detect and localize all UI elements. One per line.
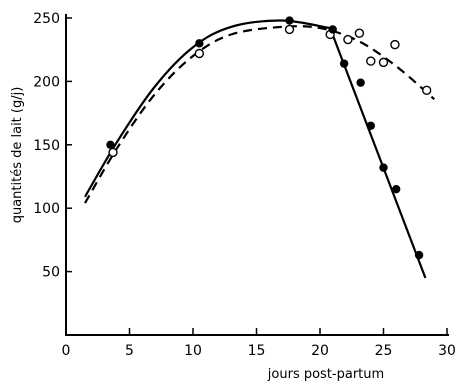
open-circle-point <box>378 57 389 68</box>
x-tick-label: 25 <box>375 343 393 359</box>
open-circle-point <box>194 48 205 59</box>
filled-circle-point <box>106 140 115 149</box>
open-circle-point <box>354 28 365 38</box>
filled-circle-point <box>195 39 204 48</box>
open-circle-point <box>108 147 118 158</box>
filled-circle-point <box>339 59 349 68</box>
filled-circle-point <box>366 121 375 130</box>
x-tick-label: 30 <box>438 343 456 359</box>
solid-fit-line-falling <box>329 27 427 279</box>
x-tick-label: 5 <box>125 343 134 359</box>
x-tick-label: 15 <box>248 343 266 359</box>
y-tick-label: 150 <box>33 138 60 154</box>
y-tick-label: 100 <box>33 201 60 217</box>
y-ticks: 50 100 150 200 250 <box>33 11 72 281</box>
y-tick-label: 200 <box>33 74 60 90</box>
filled-circle-point <box>392 184 401 194</box>
solid-fit-curve-rising <box>84 19 331 198</box>
filled-circle-point <box>285 16 294 25</box>
x-axis-label: jours post-partum <box>267 367 384 382</box>
y-tick-label: 50 <box>42 265 60 281</box>
fit-curves <box>84 19 436 279</box>
x-tick-label: 0 <box>62 343 71 359</box>
x-tick-label: 10 <box>184 343 202 359</box>
open-circle-point <box>390 39 400 50</box>
x-tick-label: 20 <box>311 343 329 359</box>
open-circle-point <box>343 34 353 45</box>
filled-circle-point <box>356 78 365 87</box>
filled-circle-point <box>379 163 388 172</box>
filled-circle-point <box>414 250 424 260</box>
x-ticks: 0 5 10 15 20 25 30 <box>62 328 456 359</box>
open-circle-point <box>421 85 432 95</box>
open-circle-point <box>366 56 376 66</box>
filled-circle-point <box>328 25 337 34</box>
dashed-fit-curve <box>84 25 436 204</box>
y-tick-label: 250 <box>33 11 60 27</box>
open-circle-point <box>284 24 295 35</box>
data-points <box>106 16 432 260</box>
y-axis-label: quantités de lait (g/j) <box>10 87 25 224</box>
